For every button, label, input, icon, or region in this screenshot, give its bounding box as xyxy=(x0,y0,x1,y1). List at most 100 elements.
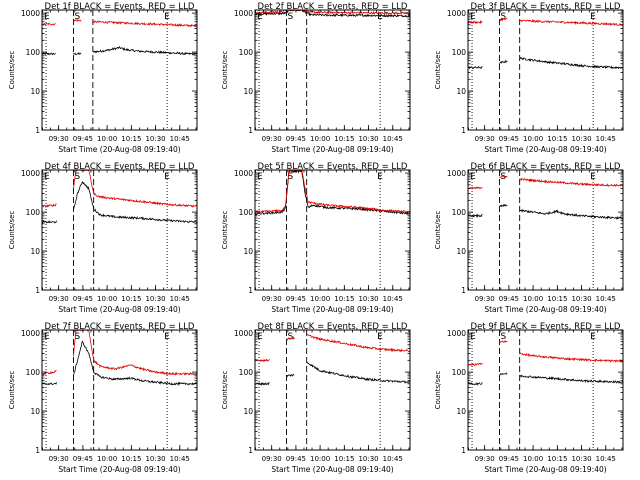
y-axis-label: Counts/sec xyxy=(8,211,16,250)
y-axis-label: Counts/sec xyxy=(221,51,229,90)
marker-e-label: E xyxy=(590,332,596,342)
panel-det-2: Det 2f BLACK = Events, RED = LLD Counts/s… xyxy=(221,2,411,154)
y-tick-label: 100 xyxy=(239,208,254,217)
y-axis-label: Counts/sec xyxy=(434,51,442,90)
panel-title: Det 7f BLACK = Events, RED = LLD xyxy=(45,322,195,332)
x-axis-label: Start Time (20-Aug-08 09:19:40) xyxy=(58,305,180,314)
y-tick-label: 100 xyxy=(452,368,467,377)
marker-s-label: S xyxy=(287,172,293,182)
x-tick-label: 09:45 xyxy=(286,135,306,143)
y-tick-label: 100 xyxy=(452,48,467,57)
series-events-line xyxy=(41,340,198,387)
marker-e-label: E xyxy=(257,12,263,22)
y-tick-label: 1000 xyxy=(21,169,40,178)
x-tick-label: 09:45 xyxy=(73,455,93,463)
x-tick-label: 10:15 xyxy=(334,455,354,463)
x-tick-label: 09:45 xyxy=(73,295,93,303)
x-tick-label: 10:30 xyxy=(145,295,165,303)
marker-e-label: E xyxy=(470,172,476,182)
y-tick-label: 10 xyxy=(243,247,253,256)
marker-e-label: E xyxy=(44,12,50,22)
series-lld-line xyxy=(467,340,624,367)
x-tick-label: 10:15 xyxy=(334,295,354,303)
series-lld-line xyxy=(254,9,411,16)
marker-e-label: E xyxy=(257,172,263,182)
panel-title: Det 2f BLACK = Events, RED = LLD xyxy=(258,2,408,12)
y-tick-label: 100 xyxy=(26,368,41,377)
x-tick-label: 10:30 xyxy=(145,135,165,143)
series-lld-line xyxy=(254,169,411,214)
y-tick-label: 1000 xyxy=(234,169,253,178)
series-events-line xyxy=(254,361,411,387)
series-events-line xyxy=(41,46,198,56)
x-tick-label: 10:00 xyxy=(97,455,117,463)
x-tick-label: 10:45 xyxy=(596,455,616,463)
panel-title: Det 5f BLACK = Events, RED = LLD xyxy=(258,162,408,172)
plot-frame xyxy=(41,9,198,131)
y-tick-label: 1 xyxy=(35,286,40,295)
x-tick-label: 09:30 xyxy=(49,295,69,303)
x-tick-label: 09:45 xyxy=(73,135,93,143)
y-tick-label: 1 xyxy=(248,126,253,135)
y-tick-label: 100 xyxy=(452,208,467,217)
x-tick-label: 10:15 xyxy=(121,135,141,143)
plot-frame xyxy=(41,169,198,291)
plot-frame xyxy=(254,169,411,291)
panel-det-7: Det 7f BLACK = Events, RED = LLD Counts/s… xyxy=(8,322,198,474)
series-events-line xyxy=(467,372,624,386)
x-tick-label: 10:45 xyxy=(383,135,403,143)
x-tick-label: 09:45 xyxy=(286,455,306,463)
panel-det-1: Det 1f BLACK = Events, RED = LLD Counts/s… xyxy=(8,2,198,154)
x-axis-label: Start Time (20-Aug-08 09:19:40) xyxy=(271,465,393,474)
marker-e-label: E xyxy=(164,12,170,22)
series-lld-line xyxy=(41,168,198,209)
y-tick-label: 100 xyxy=(26,48,41,57)
x-axis-label: Start Time (20-Aug-08 09:19:40) xyxy=(271,145,393,154)
x-tick-label: 10:15 xyxy=(334,135,354,143)
panel-title: Det 4f BLACK = Events, RED = LLD xyxy=(45,162,195,172)
y-tick-label: 1 xyxy=(248,286,253,295)
marker-s-label: S xyxy=(74,332,80,342)
x-axis-label: Start Time (20-Aug-08 09:19:40) xyxy=(484,305,606,314)
series-lld-line xyxy=(41,19,198,28)
x-tick-label: 10:45 xyxy=(596,135,616,143)
x-tick-label: 10:15 xyxy=(547,455,567,463)
marker-s-label: S xyxy=(74,12,80,22)
series-events-line xyxy=(41,181,198,225)
y-tick-label: 1 xyxy=(461,286,466,295)
y-tick-label: 10 xyxy=(456,87,466,96)
x-tick-label: 10:00 xyxy=(523,295,543,303)
plot-frame xyxy=(467,169,624,291)
series-events-line xyxy=(254,9,411,18)
x-tick-label: 10:00 xyxy=(310,295,330,303)
y-axis-label: Counts/sec xyxy=(8,51,16,90)
y-tick-label: 1 xyxy=(461,446,466,455)
marker-s-label: S xyxy=(287,332,293,342)
x-axis-label: Start Time (20-Aug-08 09:19:40) xyxy=(484,145,606,154)
marker-s-label: S xyxy=(74,172,80,182)
x-tick-label: 10:30 xyxy=(358,455,378,463)
marker-e-label: E xyxy=(470,12,476,22)
panel-det-3: Det 3f BLACK = Events, RED = LLD Counts/s… xyxy=(434,2,624,154)
x-tick-label: 09:30 xyxy=(262,295,282,303)
x-tick-label: 10:45 xyxy=(170,295,190,303)
y-tick-label: 100 xyxy=(26,208,41,217)
x-tick-label: 10:30 xyxy=(358,135,378,143)
plot-frame xyxy=(254,329,411,451)
marker-s-label: S xyxy=(500,332,506,342)
marker-e-label: E xyxy=(164,172,170,182)
series-lld-line xyxy=(467,17,624,27)
series-events-line xyxy=(467,203,624,220)
x-axis-label: Start Time (20-Aug-08 09:19:40) xyxy=(484,465,606,474)
series-lld-line xyxy=(467,175,624,190)
y-tick-label: 1000 xyxy=(21,9,40,18)
y-tick-label: 10 xyxy=(243,87,253,96)
x-tick-label: 10:30 xyxy=(571,455,591,463)
marker-e-label: E xyxy=(377,172,383,182)
x-tick-label: 10:00 xyxy=(310,135,330,143)
panel-det-9: Det 9f BLACK = Events, RED = LLD Counts/s… xyxy=(434,322,624,474)
x-tick-label: 09:45 xyxy=(286,295,306,303)
marker-e-label: E xyxy=(590,172,596,182)
plot-frame xyxy=(467,329,624,451)
